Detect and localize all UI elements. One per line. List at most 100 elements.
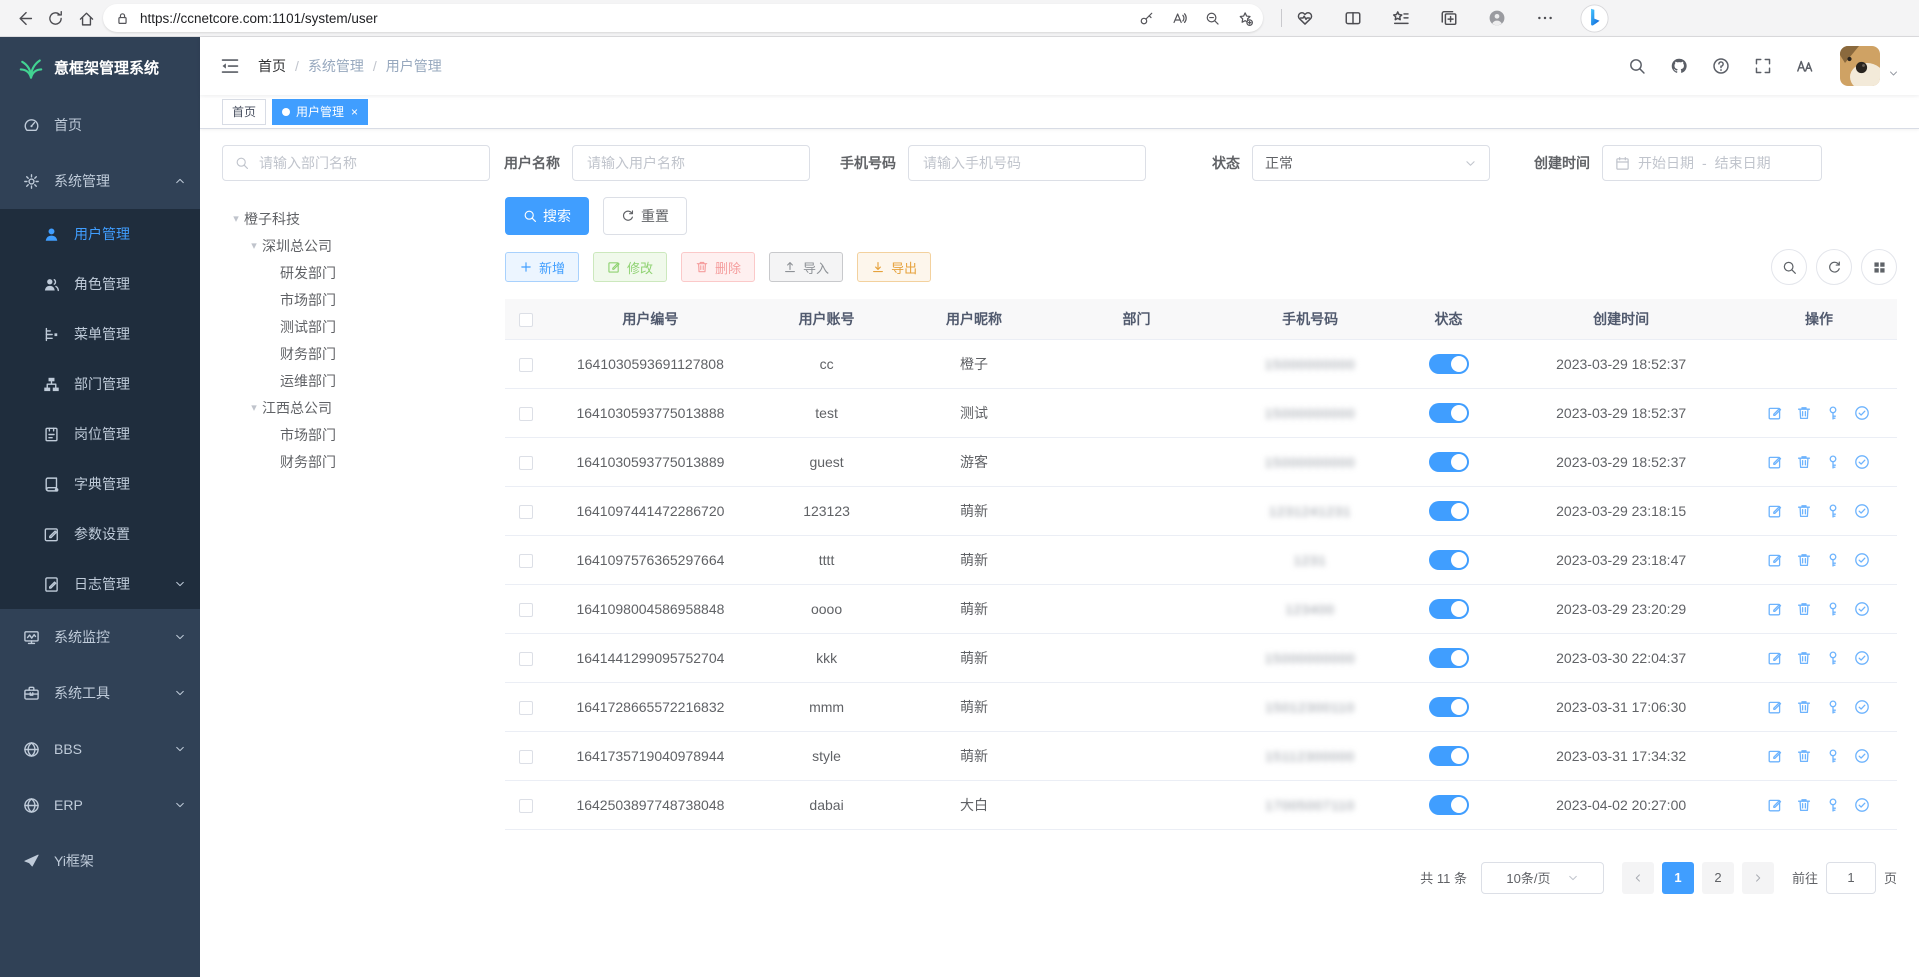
row-checkbox[interactable]: [519, 455, 534, 470]
font-size-icon[interactable]: [1796, 57, 1814, 75]
select-all-checkbox[interactable]: [519, 312, 534, 327]
fullscreen-icon[interactable]: [1754, 57, 1772, 75]
row-delete-icon[interactable]: [1796, 699, 1812, 715]
home-icon[interactable]: [78, 10, 95, 27]
row-edit-icon[interactable]: [1767, 552, 1783, 568]
add-button[interactable]: 新增: [505, 252, 580, 282]
sidebar-subitem-1-6[interactable]: 参数设置: [0, 509, 200, 559]
row-checkbox[interactable]: [519, 504, 534, 519]
row-checkbox[interactable]: [519, 651, 534, 666]
tree-node-0[interactable]: ▾ 橙子科技: [226, 205, 485, 232]
status-toggle[interactable]: [1428, 500, 1469, 521]
collections-icon[interactable]: [1440, 9, 1458, 27]
sidebar-subitem-1-0[interactable]: 用户管理: [0, 209, 200, 259]
row-key-icon[interactable]: [1825, 797, 1841, 813]
sidebar-item-3[interactable]: 系统工具: [0, 665, 200, 721]
row-key-icon[interactable]: [1825, 601, 1841, 617]
row-edit-icon[interactable]: [1767, 503, 1783, 519]
page-number-button[interactable]: 1: [1661, 861, 1694, 894]
sidebar-subitem-1-2[interactable]: 菜单管理: [0, 309, 200, 359]
sidebar-subitem-1-1[interactable]: 角色管理: [0, 259, 200, 309]
sidebar-subitem-1-3[interactable]: 部门管理: [0, 359, 200, 409]
filter-input-field[interactable]: [921, 154, 1133, 172]
back-icon[interactable]: [16, 10, 33, 27]
tree-caret-icon[interactable]: ▾: [233, 213, 239, 225]
filter-input-field[interactable]: [585, 154, 797, 172]
status-toggle[interactable]: [1428, 402, 1469, 423]
sidebar-item-6[interactable]: Yi框架: [0, 833, 200, 889]
tree-node-9[interactable]: 财务部门: [226, 448, 485, 475]
tree-node-7[interactable]: ▾ 江西总公司: [226, 394, 485, 421]
delete-button[interactable]: 删除: [681, 252, 756, 282]
row-check-icon[interactable]: [1854, 454, 1870, 470]
row-delete-icon[interactable]: [1796, 650, 1812, 666]
status-toggle[interactable]: [1428, 745, 1469, 766]
row-edit-icon[interactable]: [1767, 650, 1783, 666]
row-check-icon[interactable]: [1854, 650, 1870, 666]
tab-close-icon[interactable]: ×: [351, 104, 359, 119]
zoom-out-icon[interactable]: [1205, 11, 1220, 26]
tree-node-4[interactable]: 测试部门: [226, 313, 485, 340]
row-check-icon[interactable]: [1854, 503, 1870, 519]
page-size-select[interactable]: 10条/页: [1480, 861, 1604, 894]
sidebar-item-0[interactable]: 首页: [0, 97, 200, 153]
tab-0[interactable]: 首页: [222, 98, 267, 125]
status-toggle[interactable]: [1428, 794, 1469, 815]
user-avatar[interactable]: [1840, 46, 1880, 86]
sidebar-item-5[interactable]: ERP: [0, 777, 200, 833]
row-key-icon[interactable]: [1825, 748, 1841, 764]
status-toggle[interactable]: [1428, 353, 1469, 374]
read-aloud-icon[interactable]: [1172, 11, 1187, 26]
tree-node-6[interactable]: 运维部门: [226, 367, 485, 394]
tree-node-1[interactable]: ▾ 深圳总公司: [226, 232, 485, 259]
row-delete-icon[interactable]: [1796, 405, 1812, 421]
row-key-icon[interactable]: [1825, 552, 1841, 568]
row-edit-icon[interactable]: [1767, 454, 1783, 470]
row-key-icon[interactable]: [1825, 503, 1841, 519]
column-settings-button[interactable]: [1861, 249, 1897, 285]
breadcrumb-item[interactable]: 首页: [258, 58, 286, 74]
sidebar-item-2[interactable]: 系统监控: [0, 609, 200, 665]
goto-page-input[interactable]: [1825, 861, 1876, 894]
row-delete-icon[interactable]: [1796, 552, 1812, 568]
row-delete-icon[interactable]: [1796, 797, 1812, 813]
tree-node-2[interactable]: 研发部门: [226, 259, 485, 286]
row-check-icon[interactable]: [1854, 748, 1870, 764]
tree-node-8[interactable]: 市场部门: [226, 421, 485, 448]
menu-fold-icon[interactable]: [220, 56, 240, 76]
tree-node-3[interactable]: 市场部门: [226, 286, 485, 313]
next-page-button[interactable]: [1741, 861, 1774, 894]
sidebar-subitem-1-7[interactable]: 日志管理: [0, 559, 200, 609]
search-icon[interactable]: [1628, 57, 1646, 75]
tab-1[interactable]: 用户管理 ×: [272, 98, 369, 125]
dept-filter-field[interactable]: [257, 154, 477, 172]
filter-input[interactable]: [908, 145, 1146, 181]
search-button[interactable]: 搜索: [505, 197, 589, 235]
split-screen-icon[interactable]: [1344, 9, 1362, 27]
row-delete-icon[interactable]: [1796, 503, 1812, 519]
row-key-icon[interactable]: [1825, 650, 1841, 666]
github-icon[interactable]: [1670, 57, 1688, 75]
row-edit-icon[interactable]: [1767, 797, 1783, 813]
status-toggle[interactable]: [1428, 549, 1469, 570]
row-delete-icon[interactable]: [1796, 454, 1812, 470]
import-button[interactable]: 导入: [769, 252, 844, 282]
date-range-picker[interactable]: 开始日期 - 结束日期: [1602, 145, 1822, 181]
row-checkbox[interactable]: [519, 700, 534, 715]
password-key-icon[interactable]: [1139, 11, 1154, 26]
browser-essentials-icon[interactable]: [1296, 9, 1314, 27]
row-checkbox[interactable]: [519, 749, 534, 764]
row-delete-icon[interactable]: [1796, 601, 1812, 617]
sidebar-item-4[interactable]: BBS: [0, 721, 200, 777]
table-refresh-button[interactable]: [1816, 249, 1852, 285]
row-key-icon[interactable]: [1825, 405, 1841, 421]
row-edit-icon[interactable]: [1767, 601, 1783, 617]
row-checkbox[interactable]: [519, 406, 534, 421]
row-edit-icon[interactable]: [1767, 748, 1783, 764]
page-number-button[interactable]: 2: [1701, 861, 1734, 894]
tree-caret-icon[interactable]: ▾: [251, 240, 257, 252]
url-bar[interactable]: https://ccnetcore.com:1101/system/user: [103, 4, 1263, 32]
row-checkbox[interactable]: [519, 602, 534, 617]
more-icon[interactable]: [1536, 9, 1554, 27]
row-check-icon[interactable]: [1854, 601, 1870, 617]
